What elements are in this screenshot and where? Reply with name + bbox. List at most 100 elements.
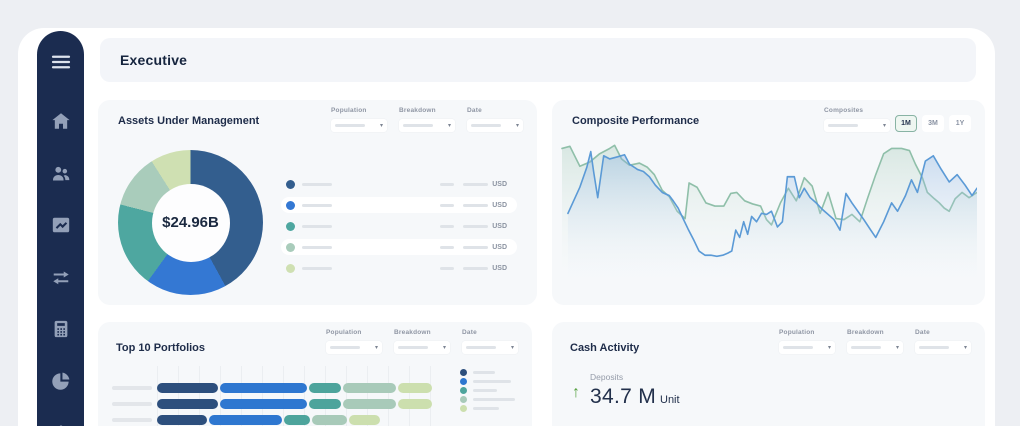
breakdown-select[interactable]: ▾ — [847, 341, 903, 354]
composite-controls: Composites ▾ 1M 3M 1Y — [824, 107, 971, 132]
filter-label: Population — [326, 329, 362, 336]
date-select[interactable]: ▾ — [467, 119, 523, 132]
holding-name-placeholder — [302, 266, 332, 270]
aum-holding-row: USD — [281, 176, 517, 192]
holding-value-placeholder — [463, 245, 489, 249]
currency-label: USD — [492, 264, 507, 272]
bar-segment[interactable] — [309, 399, 341, 409]
date-select[interactable]: ▾ — [462, 341, 518, 354]
top10-card-title: Top 10 Portfolios — [116, 342, 206, 354]
composite-line-chart[interactable] — [560, 138, 977, 295]
aum-card-title: Assets Under Management — [118, 115, 260, 127]
bar-segment[interactable] — [398, 383, 432, 393]
users-icon[interactable] — [50, 162, 72, 184]
bar-segment[interactable] — [220, 383, 307, 393]
breakdown-select[interactable]: ▾ — [399, 119, 455, 132]
chevron-down-icon: ▾ — [442, 344, 446, 351]
select-placeholder — [783, 346, 813, 349]
menu-icon[interactable] — [50, 51, 72, 73]
aum-holding-row: USD — [281, 239, 517, 255]
population-select[interactable]: ▾ — [779, 341, 835, 354]
aum-donut-wrap: $24.96B — [118, 150, 263, 295]
holding-name-placeholder — [302, 245, 332, 249]
bar-segment[interactable] — [312, 415, 347, 425]
chevron-down-icon: ▾ — [827, 344, 831, 351]
top10-legend-row — [460, 377, 515, 386]
card-composite-performance: Composite Performance Composites ▾ 1M 3M 1Y — [552, 100, 985, 305]
bar-segment[interactable] — [209, 415, 282, 425]
currency-label: USD — [492, 201, 507, 209]
legend-dot — [286, 179, 295, 189]
bar-segment[interactable] — [220, 399, 307, 409]
holding-name-placeholder — [302, 182, 332, 186]
top10-bar-chart[interactable] — [112, 380, 462, 426]
top10-legend-row — [460, 395, 515, 404]
card-assets-under-management: Assets Under Management Population ▾ Break… — [98, 100, 537, 305]
composites-select[interactable]: ▾ — [824, 119, 890, 132]
legend-dot — [460, 387, 467, 394]
bar-segment[interactable] — [343, 383, 396, 393]
filter-label: Date — [467, 107, 482, 114]
range-button-1m[interactable]: 1M — [895, 115, 917, 132]
page-header: Executive — [100, 38, 976, 82]
top10-legend-row — [460, 386, 515, 395]
filter-date: Date ▾ — [462, 329, 518, 354]
portfolio-name-placeholder — [112, 418, 152, 422]
allocation-icon[interactable] — [50, 370, 72, 392]
chevron-down-icon: ▾ — [515, 122, 519, 129]
select-placeholder — [403, 124, 433, 127]
bar-segment[interactable] — [309, 383, 341, 393]
range-button-1y[interactable]: 1Y — [949, 115, 971, 132]
top10-legend-row — [460, 404, 515, 413]
legend-dot — [286, 242, 295, 252]
legend-dot — [460, 369, 467, 376]
legend-label-placeholder — [473, 407, 499, 410]
aum-filters: Population ▾ Breakdown ▾ Date ▾ — [331, 107, 523, 132]
deposits-value: 34.7 M — [590, 385, 656, 408]
bar-segment[interactable] — [349, 415, 380, 425]
performance-icon[interactable] — [50, 214, 72, 236]
portfolio-bar-row — [112, 396, 462, 412]
bar-segment[interactable] — [343, 399, 396, 409]
layers-icon[interactable] — [50, 422, 72, 426]
transfers-icon[interactable] — [50, 266, 72, 288]
holding-name-placeholder — [302, 224, 332, 228]
filter-breakdown: Breakdown ▾ — [399, 107, 455, 132]
legend-dot — [286, 263, 295, 273]
holding-value-placeholder — [463, 266, 489, 270]
population-select[interactable]: ▾ — [326, 341, 382, 354]
composite-filters: Composites ▾ — [824, 107, 890, 132]
date-select[interactable]: ▾ — [915, 341, 971, 354]
chevron-down-icon: ▾ — [379, 122, 383, 129]
legend-dot — [286, 221, 295, 231]
aum-holding-row: USD — [281, 260, 517, 276]
legend-dot — [460, 405, 467, 412]
portfolio-name-placeholder — [112, 386, 152, 390]
bar-segment[interactable] — [157, 399, 218, 409]
home-icon[interactable] — [50, 110, 72, 132]
range-button-3m[interactable]: 3M — [922, 115, 944, 132]
population-select[interactable]: ▾ — [331, 119, 387, 132]
filter-label: Date — [462, 329, 477, 336]
breakdown-select[interactable]: ▾ — [394, 341, 450, 354]
calculator-icon[interactable] — [50, 318, 72, 340]
chevron-down-icon: ▾ — [882, 122, 886, 129]
aum-holdings-list: USD USD USD USD USD — [281, 176, 517, 281]
bar-segment[interactable] — [398, 399, 432, 409]
holding-amount-placeholder — [440, 182, 455, 186]
currency-label: USD — [492, 243, 507, 251]
filter-composites: Composites ▾ — [824, 107, 890, 132]
bar-segment[interactable] — [157, 383, 218, 393]
currency-label: USD — [492, 222, 507, 230]
select-placeholder — [330, 346, 360, 349]
bar-segment[interactable] — [284, 415, 310, 425]
filter-population: Population ▾ — [331, 107, 387, 132]
bar-segment[interactable] — [157, 415, 207, 425]
filter-population: Population ▾ — [326, 329, 382, 354]
chevron-down-icon: ▾ — [374, 344, 378, 351]
filter-label: Breakdown — [399, 107, 436, 114]
card-cash-activity: Cash Activity Population ▾ Breakdown ▾ Date ▾… — [552, 322, 985, 426]
holding-value-placeholder — [463, 224, 489, 228]
holding-amount-placeholder — [440, 245, 455, 249]
select-placeholder — [335, 124, 365, 127]
